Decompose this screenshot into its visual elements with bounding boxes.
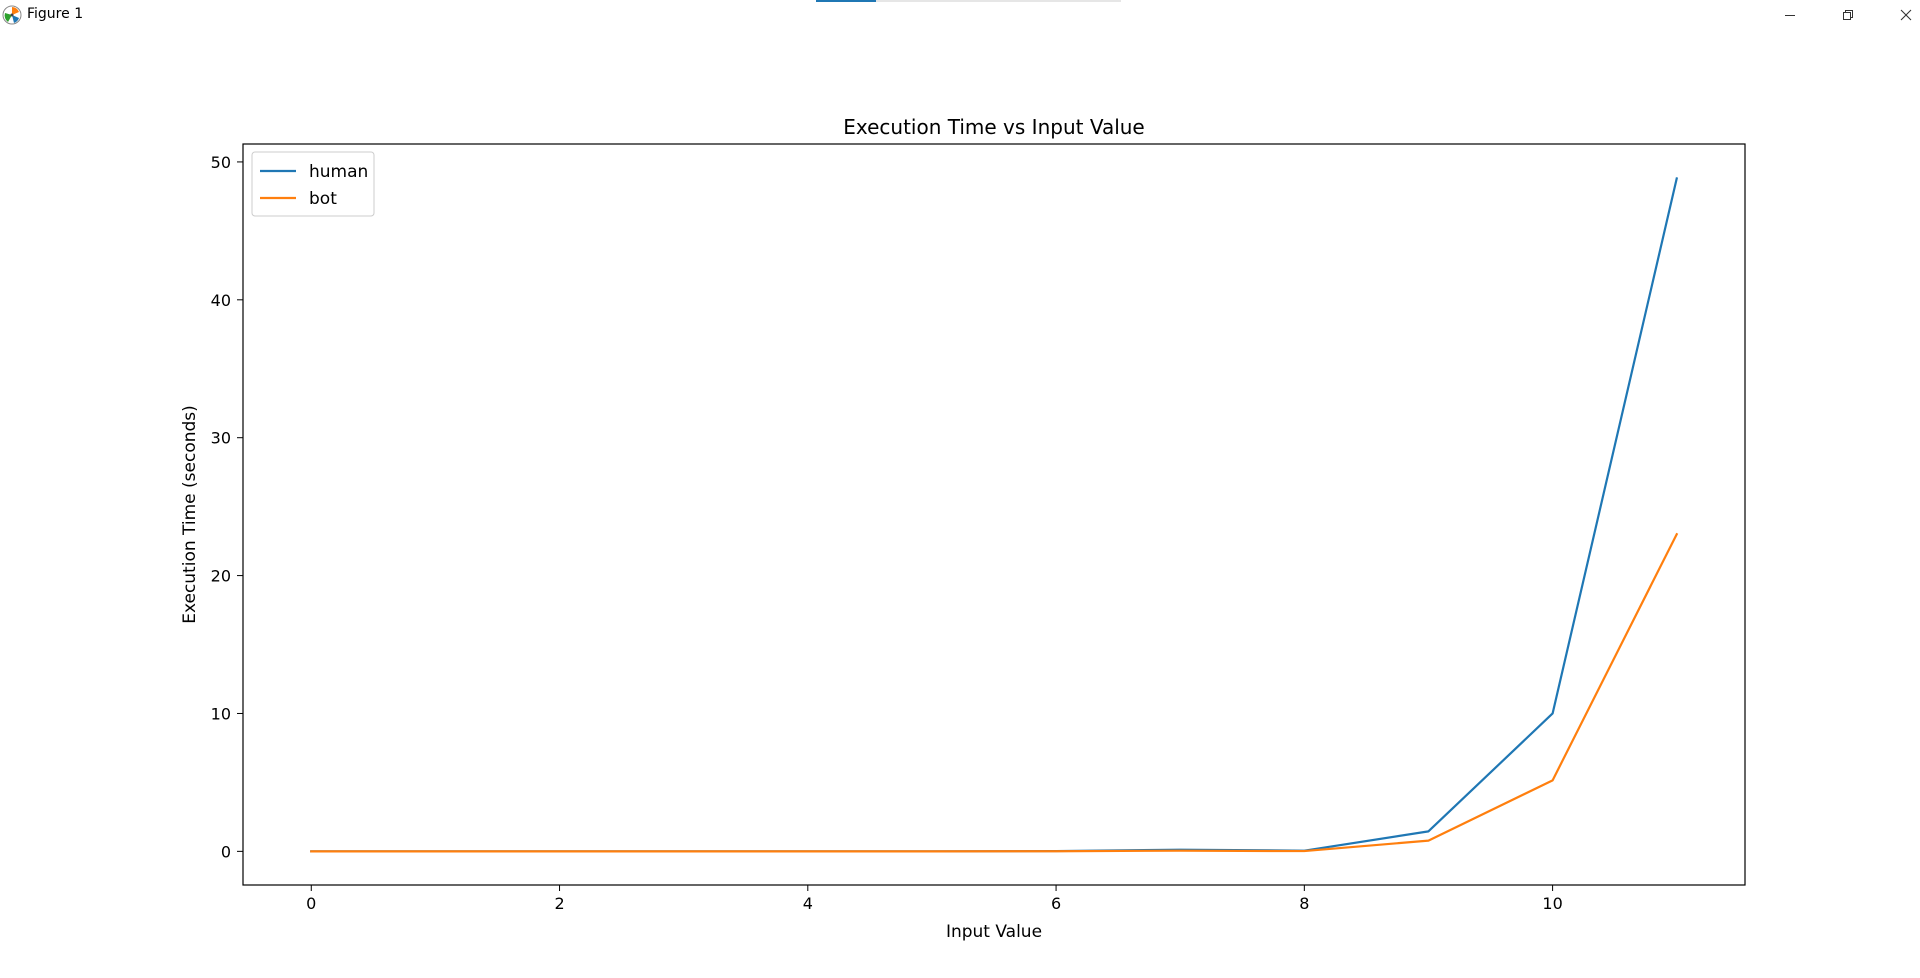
plot-frame bbox=[242, 143, 1746, 886]
y-tick-label: 20 bbox=[211, 567, 231, 586]
minimize-icon bbox=[1784, 9, 1796, 21]
y-axis-label: Execution Time (seconds) bbox=[180, 405, 200, 624]
x-tick-label: 0 bbox=[306, 894, 316, 913]
series-line-human bbox=[310, 177, 1679, 853]
restore-icon bbox=[1842, 9, 1854, 21]
title-bar[interactable]: Figure 1 bbox=[0, 0, 1920, 30]
data-point-bot bbox=[806, 850, 809, 853]
data-point-bot bbox=[1303, 849, 1306, 852]
close-icon bbox=[1900, 9, 1912, 21]
figure-canvas[interactable]: Execution Time vs Input Value Input Valu… bbox=[0, 30, 1920, 978]
window-title: Figure 1 bbox=[27, 6, 84, 22]
series-layer bbox=[310, 177, 1679, 853]
data-point-bot bbox=[1179, 849, 1182, 852]
x-axis-ticks: 0 2 4 6 8 10 bbox=[306, 885, 1563, 913]
close-button[interactable] bbox=[1877, 0, 1920, 30]
data-point-human bbox=[1675, 177, 1678, 180]
series-line-bot bbox=[310, 532, 1679, 853]
data-point-bot bbox=[1427, 839, 1430, 842]
x-tick-label: 8 bbox=[1299, 894, 1309, 913]
maximize-button[interactable] bbox=[1819, 0, 1877, 30]
data-point-bot bbox=[1551, 779, 1554, 782]
matplotlib-icon bbox=[2, 5, 22, 25]
data-point-bot bbox=[1054, 850, 1057, 853]
line-chart: Execution Time vs Input Value Input Valu… bbox=[180, 115, 1746, 942]
data-point-human bbox=[1427, 830, 1430, 833]
x-tick-label: 10 bbox=[1542, 894, 1562, 913]
y-tick-label: 30 bbox=[211, 429, 231, 448]
y-axis-ticks: 0 10 20 30 40 50 bbox=[211, 153, 243, 861]
legend: human bot bbox=[251, 151, 375, 217]
data-point-bot bbox=[434, 850, 437, 853]
data-point-bot bbox=[682, 850, 685, 853]
x-tick-label: 6 bbox=[1051, 894, 1061, 913]
data-point-bot bbox=[930, 850, 933, 853]
data-point-bot bbox=[1675, 533, 1678, 536]
legend-label-bot: bot bbox=[309, 189, 337, 209]
progress-indicator bbox=[816, 0, 876, 2]
data-point-bot bbox=[558, 850, 561, 853]
x-tick-label: 4 bbox=[803, 894, 813, 913]
progress-track bbox=[816, 0, 1121, 2]
y-tick-label: 50 bbox=[211, 153, 231, 172]
chart-title: Execution Time vs Input Value bbox=[843, 115, 1144, 139]
data-point-bot bbox=[310, 850, 313, 853]
data-point-human bbox=[1551, 712, 1554, 715]
x-axis-label: Input Value bbox=[946, 922, 1042, 942]
legend-label-human: human bbox=[309, 162, 368, 182]
minimize-button[interactable] bbox=[1761, 0, 1819, 30]
x-tick-label: 2 bbox=[554, 894, 564, 913]
y-tick-label: 40 bbox=[211, 291, 231, 310]
y-tick-label: 0 bbox=[221, 842, 231, 861]
legend-box bbox=[251, 151, 375, 217]
y-tick-label: 10 bbox=[211, 704, 231, 723]
